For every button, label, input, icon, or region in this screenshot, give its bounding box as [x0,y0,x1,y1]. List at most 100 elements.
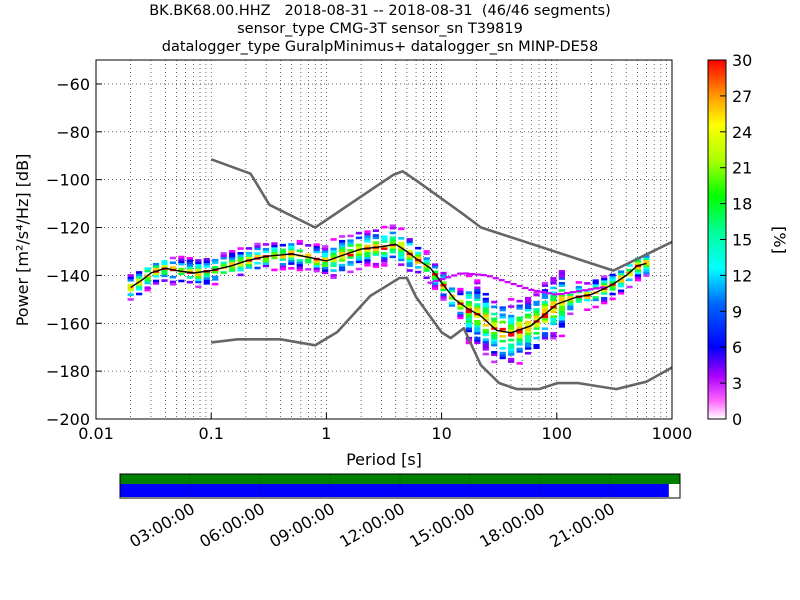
heatmap-cell [398,253,405,257]
heatmap-cell [601,301,608,305]
heatmap-cell [338,235,346,238]
heatmap-cell [169,283,177,286]
heatmap-cell [558,277,565,280]
heatmap-cell [313,264,320,268]
heatmap-cell [465,329,472,333]
heatmap-cell [440,286,447,289]
heatmap-cell [508,298,515,301]
heatmap-cell [482,297,489,301]
heatmap-cell [161,269,168,273]
heatmap-cell [499,313,506,317]
heatmap-cell [423,257,430,260]
heatmap-cell [474,315,481,318]
heatmap-cell [313,248,320,251]
heatmap-cell [482,309,489,313]
heatmap-cell [288,255,295,258]
heatmap-cell [567,307,574,311]
colorbar-tick-label: 30 [732,51,752,70]
heatmap-cell [398,251,405,255]
heatmap-cell [474,273,481,276]
y-tick-label: −180 [46,362,90,381]
heatmap-cell [482,343,489,346]
heatmap-cell [322,245,329,248]
y-tick-label: −100 [46,171,90,190]
heatmap-cell [381,254,388,258]
heatmap-cell [528,288,535,291]
heatmap-cell [508,333,515,337]
heatmap-cell [330,276,337,280]
heatmap-cell [482,312,489,315]
heatmap-cell [296,239,303,243]
heatmap-cell [491,341,498,345]
heatmap-cell [617,282,625,285]
heatmap-cell [296,263,303,267]
heatmap-cell [440,276,447,280]
heatmap-cell [533,300,540,304]
heatmap-cell [262,243,270,246]
heatmap-cell [474,298,481,302]
heatmap-cell [575,288,582,291]
heatmap-cell [398,258,405,262]
heatmap-cell [364,239,371,243]
heatmap-cell [482,292,489,296]
heatmap-cell [584,308,591,312]
heatmap-cell [482,333,489,337]
heatmap-cell [127,288,134,292]
heatmap-cell [203,265,210,268]
heatmap-cell [423,259,430,263]
heatmap-cell [296,261,303,265]
heatmap-cell [541,289,549,292]
heatmap-cell [178,279,185,283]
heatmap-cell [389,226,396,230]
heatmap-cell [372,265,379,268]
heatmap-cell [474,308,481,311]
heatmap-cell [313,250,320,254]
heatmap-cell [406,259,413,263]
heatmap-cell [469,272,476,276]
heatmap-cell [601,299,608,302]
heatmap-cell [288,243,295,246]
heatmap-cell [381,252,388,255]
heatmap-cell [474,305,481,309]
heatmap-cell [533,346,540,349]
heatmap-cell [592,296,599,299]
heatmap-cell [558,325,565,328]
heatmap-cell [338,266,346,269]
heatmap-cell [457,272,464,275]
heatmap-cell [508,360,515,363]
heatmap-cell [415,256,422,260]
heatmap-cell [178,258,185,261]
heatmap-cell [643,262,650,265]
heatmap-cell [524,335,532,338]
heatmap-cell [533,327,540,330]
colorbar-ticks: 0 3 6 9 12 15 18 21 24 27 30 [720,51,752,429]
heatmap-cell [406,254,413,258]
heatmap-cell [491,300,498,304]
heatmap-cell [220,254,227,258]
heatmap-cell [508,338,515,342]
heatmap-cell [389,238,396,242]
heatmap-cell [313,262,320,266]
heatmap-cell [592,284,599,287]
heatmap-cell [482,314,489,318]
heatmap-cell [524,304,532,307]
heatmap-cell [355,243,363,247]
heatmap-cell [474,322,481,325]
y-tick-label: −80 [56,123,90,142]
heatmap-cell [296,249,303,253]
heatmap-cell [592,305,599,309]
heatmap-cell [398,241,405,245]
heatmap-cell [550,332,557,335]
heatmap-cell [592,281,599,285]
heatmap-cell [533,312,540,316]
heatmap-cell [482,307,489,310]
heatmap-cell [550,279,557,283]
heatmap-cell [431,270,439,274]
heatmap-cell [406,250,413,253]
heatmap-cell [457,287,464,291]
heatmap-cell [491,305,498,309]
heatmap-cell [338,259,346,262]
heatmap-cell [541,315,549,319]
heatmap-cell [152,262,160,266]
heatmap-cell [169,275,177,279]
